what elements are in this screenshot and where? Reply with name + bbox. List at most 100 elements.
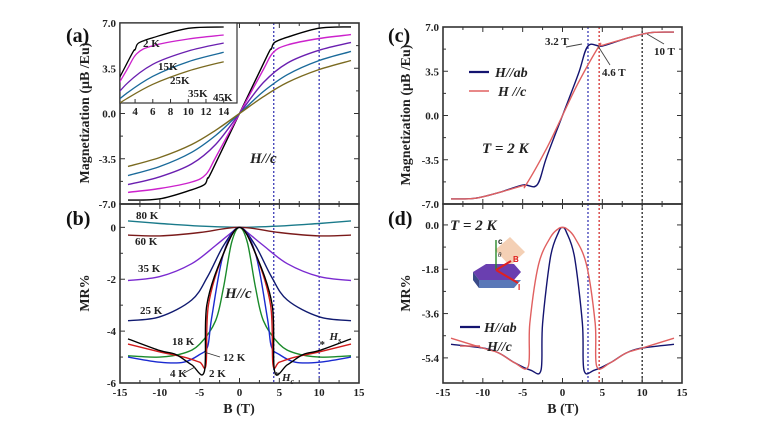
ytick-label-b: -2 xyxy=(107,274,117,286)
arrow-c-2 xyxy=(646,33,665,45)
inset-series-2k xyxy=(120,26,224,79)
ylabel-a: Magnetization (μB /Eu) xyxy=(78,42,93,183)
crystal-side xyxy=(473,280,521,288)
xtick-label-d: -10 xyxy=(475,387,490,399)
plot-b: -15 -10 -5 0 5 10 15 0 -2 -4 -6 80 K 60 K 35 K 25 K 18 … xyxy=(107,203,366,399)
marker-star-hs: * xyxy=(320,339,326,351)
ylabel-d: MR% xyxy=(399,274,414,311)
inset-xtick-label: 6 xyxy=(150,106,156,118)
inset-xtick-label: 12 xyxy=(200,106,212,118)
xtick-label-b: 15 xyxy=(354,387,366,399)
crystal-top xyxy=(473,264,521,280)
marker-label-hs: Hs xyxy=(329,331,342,345)
xtick-label-b: -5 xyxy=(195,387,205,399)
current-label: I xyxy=(518,283,520,292)
marker-label-hc: Hc xyxy=(281,372,295,386)
annotation-b: H//c xyxy=(224,286,252,302)
xtick-label-b: 0 xyxy=(237,387,243,399)
arrow-label-c-2: 10 T xyxy=(654,46,676,58)
ytick-label-c: 3.5 xyxy=(425,66,439,78)
ytick-label-d: -3.6 xyxy=(422,309,440,321)
ytick-label-a: 3.5 xyxy=(102,63,116,75)
xtick-label-d: -15 xyxy=(436,387,451,399)
ytick-label-b: -4 xyxy=(107,326,117,338)
annotation-a: H//c xyxy=(249,151,277,167)
annotation-d: T = 2 K xyxy=(450,218,497,234)
series-b-60-k xyxy=(127,226,352,237)
panel-label-b: (b) xyxy=(66,208,90,230)
ytick-label-a: 7.0 xyxy=(102,18,116,30)
curve-label-2k: 2 K xyxy=(209,368,226,380)
inset-xtick-label: 8 xyxy=(168,106,174,118)
inset-label-35k: 35K xyxy=(188,88,208,100)
inset-label-2k: 2 K xyxy=(143,38,160,50)
xtick-label-b: -15 xyxy=(113,387,128,399)
inset-label-25k: 25K xyxy=(170,75,190,87)
ytick-label-d: -5.4 xyxy=(422,353,440,365)
xtick-label-d: -5 xyxy=(518,387,528,399)
inset-xtick-label: 4 xyxy=(132,106,138,118)
ylabel-c: Magnetization (μB /Eu) xyxy=(399,44,414,185)
arrow-label-c-1: 4.6 T xyxy=(602,67,626,79)
curve-label-4k: 4 K xyxy=(170,368,187,380)
xtick-label-d: 10 xyxy=(637,387,649,399)
inset-curves xyxy=(120,26,224,103)
theta-label: θ xyxy=(498,251,502,259)
ytick-label-d: -1.8 xyxy=(422,264,440,276)
ylabel-b: MR% xyxy=(78,274,93,311)
inset-series-15k xyxy=(120,34,224,83)
xtick-label-d: 15 xyxy=(677,387,689,399)
arrow-c-1 xyxy=(597,45,611,66)
xtick-label-b: -10 xyxy=(152,387,167,399)
marker-sub-hc: c xyxy=(291,377,295,386)
panel-label-d: (d) xyxy=(388,208,412,230)
panel-label-a: (a) xyxy=(66,25,89,47)
crystal-edge xyxy=(473,272,479,288)
curve-label-80k: 80 K xyxy=(136,210,159,222)
xtick-label-d: 5 xyxy=(600,387,606,399)
arrow-label-c-0: 3.2 T xyxy=(545,36,569,48)
arrow-c-0 xyxy=(565,43,583,48)
series-d-h-c xyxy=(450,226,675,370)
ytick-label-a: 0.0 xyxy=(102,109,116,121)
legend-label-d-0: H//ab xyxy=(483,321,517,336)
field-plane xyxy=(495,237,525,266)
inset-series-45k xyxy=(120,61,224,103)
ytick-label-d: 0.0 xyxy=(425,220,439,232)
curve-label-18k: 18 K xyxy=(172,336,195,348)
plot-d: -15 -10 -5 0 5 10 15 0.0 -1.8 -3.6 -5.4 H//ab H//c xyxy=(422,203,689,399)
ytick-label-c: 7.0 xyxy=(425,22,439,34)
plot-c: 7.0 3.5 0.0 -3.5 -7.0 H//ab H //c 3.2 T 4.6 T 10 … xyxy=(422,22,683,211)
ytick-label-c: 0.0 xyxy=(425,111,439,123)
marker-star-hc: * xyxy=(274,370,280,382)
curve-label-60k: 60 K xyxy=(135,236,158,248)
current-arrow xyxy=(495,269,519,284)
curve-label-12k: 12 K xyxy=(223,352,246,364)
xtick-label-b: 5 xyxy=(277,387,283,399)
marker-sub-hs: s xyxy=(337,336,341,345)
ytick-label-b: -6 xyxy=(107,378,117,390)
ytick-label-a: -7.0 xyxy=(99,199,117,211)
field-arrow xyxy=(495,260,512,271)
xlabel-b: B (T) xyxy=(223,402,255,417)
inset-series-35k xyxy=(120,51,224,100)
ytick-label-c: -7.0 xyxy=(422,199,440,211)
series-b-2-k xyxy=(127,226,352,376)
field-label: B xyxy=(513,255,519,264)
crystal-geometry-inset: c θ B I xyxy=(473,237,525,292)
series-d-h-ab xyxy=(450,226,675,375)
ytick-label-b: 0 xyxy=(111,222,117,234)
xtick-label-b: 10 xyxy=(314,387,326,399)
leader-4k xyxy=(183,366,196,374)
series-a-45k xyxy=(127,59,352,168)
panel-label-c: (c) xyxy=(388,25,410,47)
inset-series-25k xyxy=(120,42,224,92)
ytick-label-a: -3.5 xyxy=(99,154,117,166)
inset-xtick-label: 10 xyxy=(183,106,195,118)
ytick-label-c: -3.5 xyxy=(422,155,440,167)
leader-12k xyxy=(203,351,221,358)
legend-label-c-0: H//ab xyxy=(494,66,528,81)
curve-label-25k: 25 K xyxy=(140,305,163,317)
legend-label-c-1: H //c xyxy=(497,85,527,100)
